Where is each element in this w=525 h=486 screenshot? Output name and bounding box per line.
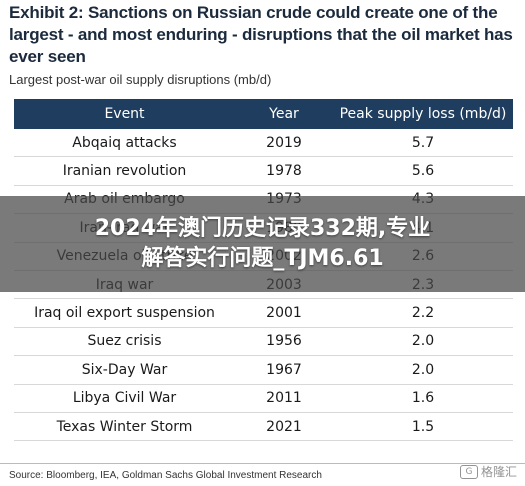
column-header-peak-loss: Peak supply loss (mb/d) [333,99,513,129]
cell-event: Libya Civil War [14,384,235,413]
table-header-row: Event Year Peak supply loss (mb/d) [14,99,513,129]
cell-event: Six-Day War [14,355,235,385]
cell-event: Abqaiq attacks [14,129,235,158]
source-divider [0,463,525,464]
table-row: Iranian revolution 1978 5.6 [14,156,513,186]
cell-event: Iranian revolution [14,156,235,186]
table-row: Libya Civil War 2011 1.6 [14,384,513,413]
cell-peak-loss: 1.6 [333,384,513,413]
cell-year: 2021 [235,412,333,442]
source-note: Source: Bloomberg, IEA, Goldman Sachs Gl… [9,470,322,481]
cell-year: 2011 [235,384,333,413]
banner-line-2: 解答实行问题_TJM6.61 [141,246,384,271]
table-row: Iraq oil export suspension 2001 2.2 [14,298,513,328]
cell-year: 1967 [235,355,333,385]
watermark-logo-icon: G [459,464,478,479]
table-row: Six-Day War 1967 2.0 [14,355,513,385]
cell-peak-loss: 5.6 [333,156,513,186]
cell-peak-loss: 1.5 [333,412,513,442]
column-header-year: Year [235,99,333,129]
cell-peak-loss: 2.0 [333,355,513,385]
cell-event: Iraq oil export suspension [14,298,235,328]
chart-subtitle: Largest post-war oil supply disruptions … [9,72,272,87]
cell-peak-loss: 5.7 [333,129,513,158]
watermark-text: 格隆汇 [480,465,517,479]
cell-year: 2001 [235,298,333,328]
banner-overlay: 2024年澳门历史记录332期,专业 解答实行问题_TJM6.61 [0,196,525,292]
cell-year: 1978 [235,156,333,186]
banner-line-1: 2024年澳门历史记录332期,专业 [94,216,431,241]
cell-year: 2019 [235,129,333,158]
table-row: Abqaiq attacks 2019 5.7 [14,129,513,158]
cell-year: 1956 [235,327,333,357]
cell-peak-loss: 2.2 [333,298,513,328]
table-row: Suez crisis 1956 2.0 [14,327,513,357]
cell-event: Suez crisis [14,327,235,357]
chart-title: Exhibit 2: Sanctions on Russian crude co… [9,3,513,66]
cell-peak-loss: 2.0 [333,327,513,357]
cell-event: Texas Winter Storm [14,412,235,442]
watermark: G 格隆汇 [459,463,517,480]
table-row: Texas Winter Storm 2021 1.5 [14,412,513,442]
column-header-event: Event [14,99,235,129]
